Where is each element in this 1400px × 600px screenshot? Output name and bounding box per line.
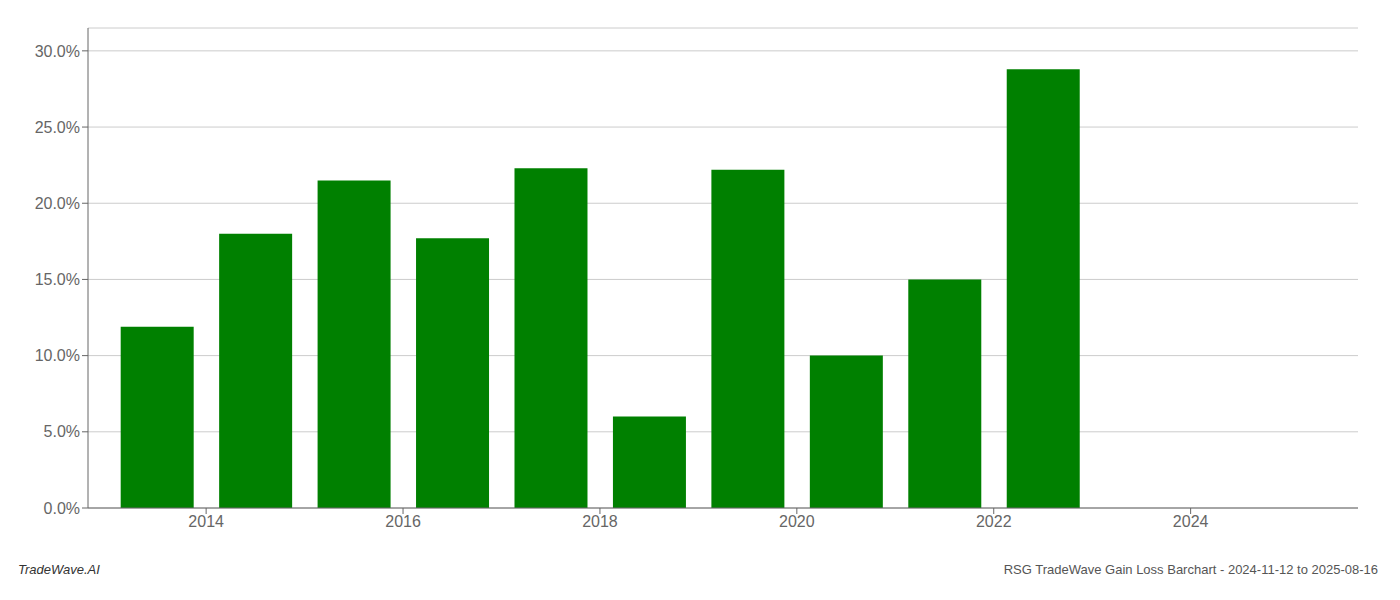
- svg-text:15.0%: 15.0%: [35, 271, 80, 288]
- svg-text:2022: 2022: [976, 513, 1012, 530]
- svg-text:10.0%: 10.0%: [35, 347, 80, 364]
- svg-text:25.0%: 25.0%: [35, 119, 80, 136]
- html-text:RSG TradeWave Gain Loss Barcha: RSG TradeWave Gain Loss Barchart - 2024-…: [1003, 562, 1378, 577]
- svg-text:2024: 2024: [1173, 513, 1209, 530]
- html-text:TradeWave.AI: TradeWave.AI: [18, 562, 100, 577]
- svg-text:20.0%: 20.0%: [35, 195, 80, 212]
- svg-text:2014: 2014: [188, 513, 224, 530]
- svg-text:2018: 2018: [582, 513, 618, 530]
- svg-text:30.0%: 30.0%: [35, 43, 80, 60]
- svg-text:2020: 2020: [779, 513, 815, 530]
- svg-text:2016: 2016: [385, 513, 421, 530]
- svg-text:5.0%: 5.0%: [44, 423, 80, 440]
- svg-text:0.0%: 0.0%: [44, 500, 80, 517]
